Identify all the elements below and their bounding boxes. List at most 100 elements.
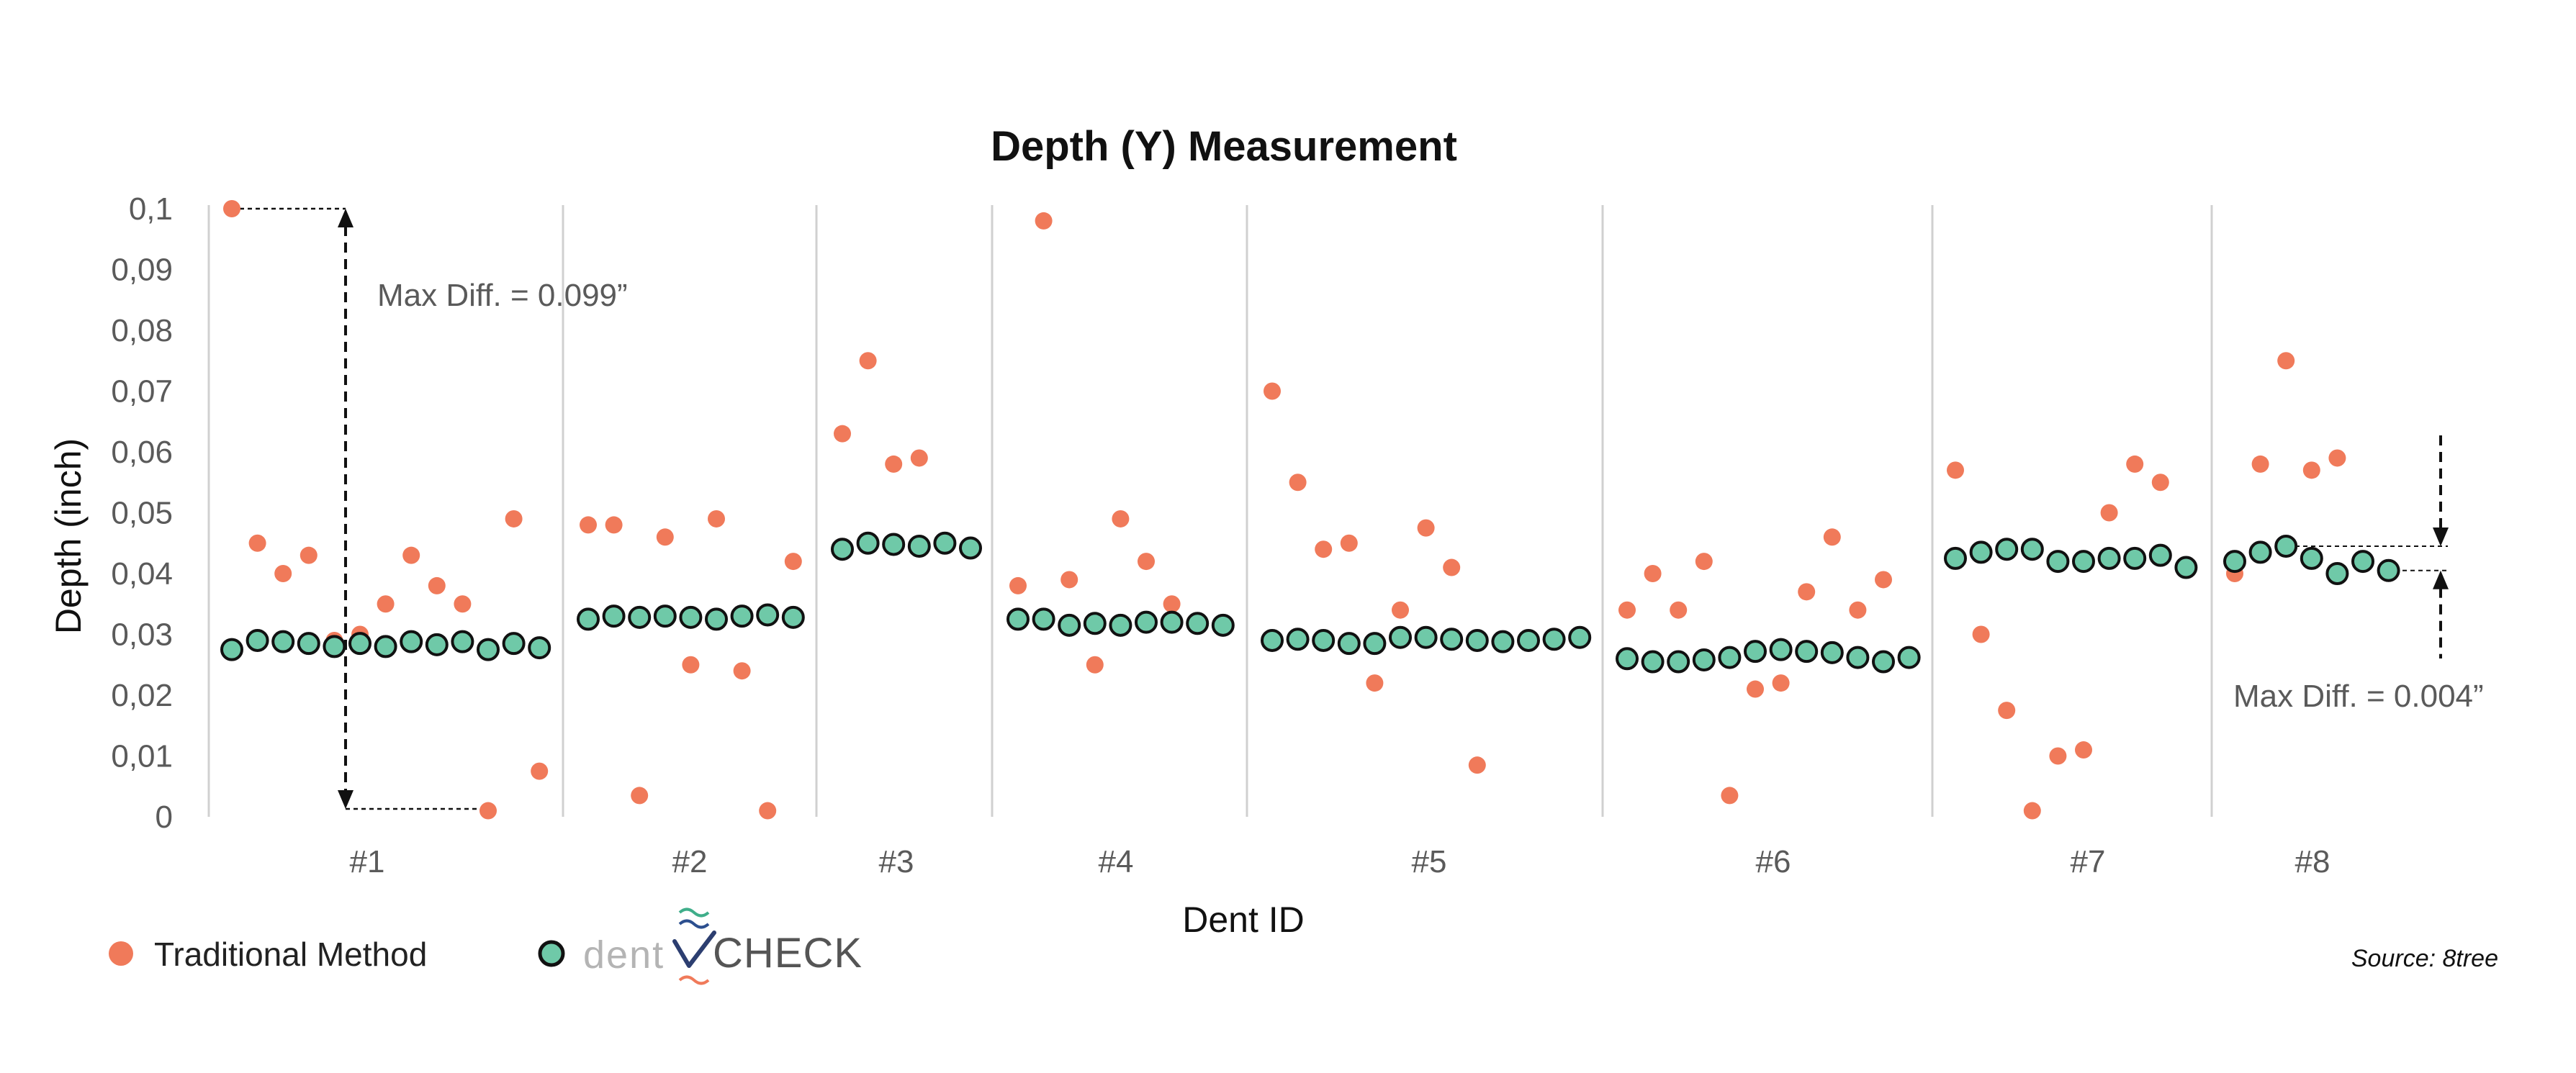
dentcheck-point [1820, 640, 1844, 664]
traditional-point [1998, 702, 2016, 720]
annotations: Max Diff. = 0.099” Max Diff. = 0.004” [232, 207, 2484, 810]
traditional-point [1947, 461, 1964, 479]
dentcheck-point [2123, 546, 2147, 570]
traditional-point [1060, 571, 1078, 589]
legend-traditional-label: Traditional Method [154, 936, 427, 973]
dentcheck-point [756, 603, 780, 627]
traditional-point [1695, 553, 1713, 571]
y-tick-label: 0,07 [111, 374, 173, 409]
traditional-point [2302, 461, 2320, 479]
dentcheck-point [502, 632, 526, 656]
logo-wave-mid-icon [678, 919, 710, 929]
dentcheck-point [2223, 550, 2246, 574]
traditional-point [1972, 625, 1990, 643]
dentcheck-point [1846, 646, 1870, 669]
traditional-point [428, 576, 446, 594]
dentcheck-point [1667, 650, 1690, 674]
traditional-point [1823, 528, 1841, 546]
traditional-point [682, 656, 700, 674]
traditional-point [834, 425, 851, 443]
dentcheck-point [2248, 540, 2272, 564]
legend: Traditional Method dent CHECK [109, 907, 863, 985]
y-tick-label: 0,06 [111, 435, 173, 470]
dentcheck-point [856, 531, 880, 555]
traditional-point [2023, 802, 2041, 820]
traditional-point [1138, 553, 1155, 571]
traditional-point [2277, 352, 2295, 370]
traditional-point [1392, 601, 1409, 619]
traditional-point [656, 528, 674, 546]
traditional-point [2251, 455, 2269, 473]
category-label: #4 [1099, 844, 1134, 879]
traditional-point [1772, 674, 1790, 692]
dentcheck-point [1692, 648, 1716, 671]
category-label: #5 [1412, 844, 1447, 879]
dentcheck-point [1616, 647, 1639, 671]
y-tick-label: 0,05 [111, 496, 173, 531]
y-tick-label: 0,01 [111, 739, 173, 774]
dentcheck-point [1795, 640, 1819, 664]
logo-wave-bottom-icon [678, 975, 710, 985]
dentcheck-point [477, 638, 500, 661]
dentcheck-point [1058, 613, 1081, 637]
dentcheck-point [1517, 628, 1540, 652]
dentcheck-point [1872, 650, 1895, 674]
category-label: #7 [2071, 844, 2106, 879]
traditional-point [377, 595, 395, 613]
traditional-point [708, 510, 725, 528]
traditional-point [531, 762, 549, 780]
dentcheck-point [1491, 630, 1515, 653]
traditional-point [1086, 656, 1104, 674]
dentcheck-point [705, 607, 728, 631]
traditional-point [605, 516, 623, 534]
logo-checkmark-icon [672, 931, 716, 968]
dentcheck-point [2300, 546, 2323, 570]
traditional-method-points [223, 200, 2346, 820]
dentcheck-point [246, 628, 269, 652]
traditional-point [910, 449, 928, 467]
traditional-point [1366, 674, 1384, 692]
traditional-point [759, 802, 777, 820]
traditional-point [885, 455, 903, 473]
dentcheck-point [297, 632, 320, 656]
traditional-point [1875, 571, 1892, 589]
traditional-point [1264, 382, 1281, 400]
dentcheck-point [1744, 640, 1767, 664]
legend-traditional-marker [109, 941, 133, 966]
traditional-point [1340, 534, 1358, 552]
traditional-point [479, 802, 497, 820]
traditional-point [505, 510, 523, 528]
dentcheck-point [781, 605, 805, 629]
traditional-point [1443, 558, 1461, 576]
dentcheck-point [831, 538, 854, 561]
y-tick-label: 0,09 [111, 253, 173, 288]
traditional-point [1618, 601, 1636, 619]
x-axis-label: Dent ID [1182, 900, 1305, 940]
traditional-point [1163, 595, 1181, 613]
dentcheck-point [2148, 543, 2172, 567]
dentcheck-point [679, 605, 703, 629]
traditional-point [784, 553, 802, 571]
dentcheck-point [1641, 650, 1665, 674]
dentcheck-point [400, 630, 423, 653]
traditional-point [248, 534, 266, 552]
dentcheck-point [907, 534, 931, 558]
dentcheck-point [2325, 562, 2349, 585]
category-label: #8 [2295, 844, 2330, 879]
traditional-point [580, 516, 597, 534]
dentcheck-point [577, 607, 600, 631]
dentcheck-point [2174, 556, 2198, 579]
dentcheck-point [1542, 628, 1566, 651]
traditional-point [1670, 601, 1688, 619]
dentcheck-point [1995, 538, 2019, 561]
traditional-point [859, 352, 877, 370]
y-tick-label: 0 [156, 800, 173, 835]
dentcheck-point [220, 638, 243, 661]
dentcheck-point [628, 605, 652, 629]
dentcheck-point [2046, 550, 2070, 574]
traditional-point [1289, 474, 1307, 492]
dentcheck-point [528, 636, 551, 660]
y-tick-label: 0,08 [111, 313, 173, 348]
logo-check-text: CHECK [713, 930, 863, 977]
